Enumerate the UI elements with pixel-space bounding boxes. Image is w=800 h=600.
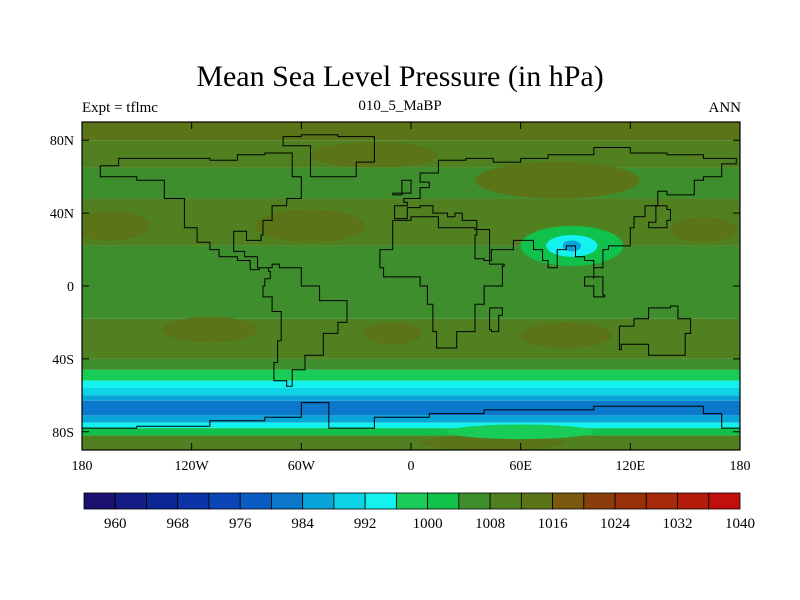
y-tick-label: 0 [67, 280, 74, 295]
y-tick-label: 80N [50, 134, 74, 149]
pressure-cell-10 [474, 162, 640, 199]
colorbar-swatch [552, 492, 585, 510]
pressure-band-8 [82, 380, 740, 389]
x-tick-label: 0 [408, 459, 415, 474]
coastline-5 [489, 307, 503, 333]
pressure-cell-2 [670, 216, 737, 243]
x-tick-label: 60E [509, 459, 532, 474]
pressure-band-14 [82, 428, 740, 436]
colorbar-swatch [677, 492, 710, 510]
colorbar-swatch [489, 492, 522, 510]
colorbar-swatch [271, 492, 304, 510]
pressure-band-6 [82, 358, 740, 370]
colorbar-label: 1000 [413, 516, 443, 532]
x-tick-label: 120E [616, 459, 646, 474]
pressure-band-12 [82, 415, 740, 423]
colorbar-label: 1032 [663, 516, 693, 532]
pressure-band-15 [82, 435, 740, 450]
colorbar-label: 968 [166, 516, 189, 532]
coastline-4 [618, 305, 692, 356]
period-label: 010_5_MaBP [358, 98, 442, 114]
pressure-band-9 [82, 388, 740, 396]
pressure-band-0 [82, 122, 740, 141]
coastline-8 [648, 205, 671, 229]
colorbar-swatch [458, 492, 491, 510]
coastline-6 [82, 402, 740, 429]
colorbar-label: 1024 [600, 516, 631, 532]
colorbar-label: 1016 [538, 516, 569, 532]
coastline-1 [282, 134, 375, 178]
colorbar-label: 992 [354, 516, 377, 532]
colorbar-swatch [177, 492, 210, 510]
colorbar-swatch [708, 492, 741, 510]
x-tick-label: 180 [72, 459, 93, 474]
pressure-cell-4 [363, 322, 422, 345]
colorbar-swatch [302, 492, 335, 510]
colorbar-swatch [645, 492, 678, 510]
y-tick-label: 40S [52, 353, 74, 368]
colorbar-swatch [333, 492, 366, 510]
colorbar-swatch [520, 492, 553, 510]
pressure-band-3 [82, 198, 740, 246]
x-tick-label: 60W [288, 459, 316, 474]
pressure-field [82, 122, 740, 450]
coastline-0 [99, 152, 348, 387]
pressure-band-4 [82, 245, 740, 319]
pressure-cell-12 [447, 424, 594, 440]
x-tick-label: 180 [730, 459, 751, 474]
colorbar-swatch [146, 492, 179, 510]
pressure-cell-1 [255, 209, 366, 243]
x-tick-label: 120W [175, 459, 210, 474]
colorbar-swatch [583, 492, 616, 510]
y-tick-label: 80S [52, 426, 74, 441]
colorbar-label: 1008 [475, 516, 505, 532]
pressure-cell-11 [420, 435, 567, 450]
pressure-band-7 [82, 369, 740, 381]
colorbar-swatch [395, 492, 429, 510]
colorbar-swatch [208, 492, 241, 510]
colorbar-label: 976 [229, 516, 252, 532]
pressure-cell-0 [82, 211, 150, 241]
coastline-3 [394, 147, 737, 279]
coastline-2 [379, 216, 505, 349]
colorbar-swatch [614, 492, 647, 510]
pressure-band-10 [82, 395, 740, 401]
colorbar-label: 960 [104, 516, 127, 532]
colorbar-swatch [364, 492, 397, 510]
pressure-band-11 [82, 400, 740, 416]
colorbar-swatch [239, 492, 272, 510]
coastline-9 [584, 276, 606, 298]
colorbar-label: 984 [291, 516, 314, 532]
pressure-cell-5 [520, 322, 613, 348]
experiment-label: Expt = tflmc [82, 100, 158, 116]
colorbar: 960 968 976 984 992 1000 1008 1016 1024 1032 1040 [83, 492, 755, 532]
colorbar-label: 1040 [725, 516, 755, 532]
pressure-cell-3 [162, 316, 258, 343]
coastline-7 [392, 179, 412, 196]
y-tick-label: 40N [50, 207, 74, 222]
axes: 180 120W 60W 0 60E 120E 180 80N 40N 0 40S 80S [50, 122, 751, 474]
season-label: ANN [708, 100, 742, 116]
pressure-band-13 [82, 422, 740, 429]
colorbar-swatch [83, 492, 116, 510]
chart-title: Mean Sea Level Pressure (in hPa) [196, 60, 604, 93]
coastlines [82, 134, 740, 429]
colorbar-swatch [114, 492, 147, 510]
colorbar-swatch [427, 492, 460, 510]
